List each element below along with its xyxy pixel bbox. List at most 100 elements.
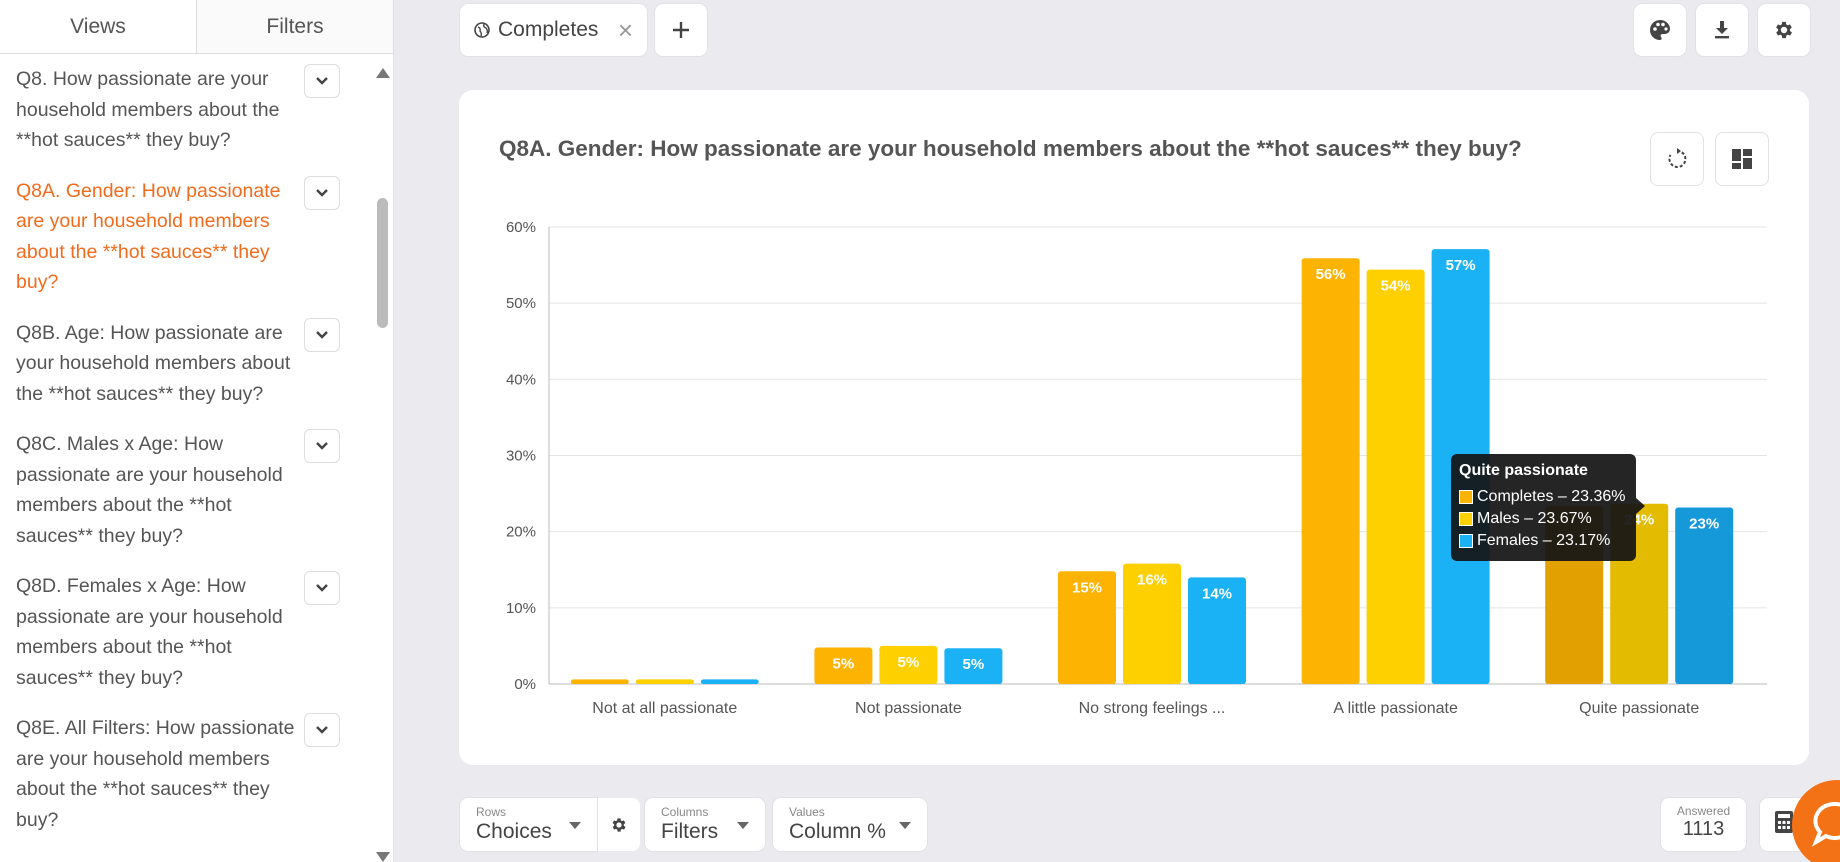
x-tick-label: Not passionate xyxy=(855,700,962,717)
question-item[interactable]: Q8D. Females x Age: How passionate are y… xyxy=(0,561,368,703)
tooltip-row-label: Completes – 23.36% xyxy=(1477,488,1626,505)
tooltip-row-males: Males – 23.67% xyxy=(1459,508,1628,530)
dashboard-icon xyxy=(1732,149,1752,169)
download-button[interactable] xyxy=(1696,4,1748,56)
question-expand-button[interactable] xyxy=(304,713,340,747)
chat-launcher-button[interactable] xyxy=(1792,780,1840,862)
tooltip-row-completes: Completes – 23.36% xyxy=(1459,486,1628,508)
legend-swatch-males xyxy=(1459,512,1473,526)
sidebar: Views Filters Q8. How passionate are you… xyxy=(0,0,394,862)
chevron-down-icon xyxy=(316,330,328,339)
values-select[interactable]: Values Column % xyxy=(773,798,927,851)
globe-icon xyxy=(474,22,490,38)
refresh-icon xyxy=(1668,148,1687,168)
question-expand-button[interactable] xyxy=(304,175,340,210)
tab-views[interactable]: Views xyxy=(0,0,197,53)
bar-completes xyxy=(1058,571,1116,684)
tooltip-row-females: Females – 23.17% xyxy=(1459,530,1628,552)
calculator-icon xyxy=(1775,811,1793,833)
rows-select[interactable]: Rows Choices xyxy=(460,798,597,851)
x-tick-label: Not at all passionate xyxy=(592,700,737,717)
bar-females xyxy=(944,648,1003,684)
data-label: 5% xyxy=(963,656,985,673)
answered-count: Answered 1113 xyxy=(1661,798,1746,851)
question-expand-button[interactable] xyxy=(304,429,340,463)
chevron-down-icon xyxy=(899,822,911,829)
chart-title: Q8A. Gender: How passionate are your hou… xyxy=(499,136,1522,161)
y-tick-label: 20% xyxy=(506,524,536,541)
y-tick-label: 50% xyxy=(506,295,536,312)
y-tick-label: 10% xyxy=(506,600,536,617)
rows-select-value: Choices xyxy=(476,820,552,843)
question-text: Q8C. Males x Age: How passionate are you… xyxy=(16,433,283,547)
tab-filters[interactable]: Filters xyxy=(197,0,393,53)
refresh-button[interactable] xyxy=(1650,132,1704,186)
x-tick-label: No strong feelings ... xyxy=(1079,700,1226,717)
bar-males xyxy=(635,679,694,684)
layout-button[interactable] xyxy=(1715,132,1769,186)
data-label: 56% xyxy=(1316,266,1346,283)
y-tick-label: 30% xyxy=(506,448,536,465)
question-item[interactable]: Q8C. Males x Age: How passionate are you… xyxy=(0,419,368,561)
question-text: Q8B. Age: How passionate are your househ… xyxy=(16,321,291,405)
legend-swatch-females xyxy=(1459,534,1473,548)
data-label: 23% xyxy=(1689,516,1719,533)
palette-icon xyxy=(1650,20,1670,40)
chart-card: Q8A. Gender: How passionate are your hou… xyxy=(459,90,1809,765)
question-text: Q8D. Females x Age: How passionate are y… xyxy=(16,575,283,689)
question-expand-button[interactable] xyxy=(304,571,340,605)
question-item[interactable]: Q8B. Age: How passionate are your househ… xyxy=(0,308,368,420)
bar-males xyxy=(1123,563,1181,684)
question-item[interactable]: Q8E. All Filters: How passionate are you… xyxy=(0,703,368,845)
bar-completes xyxy=(1301,258,1360,684)
x-tick-label: A little passionate xyxy=(1333,700,1458,717)
question-expand-button[interactable] xyxy=(304,64,340,98)
palette-button[interactable] xyxy=(1634,4,1686,56)
add-filter-button[interactable] xyxy=(655,4,707,56)
bar-chart: 0% 10% 20% 30% 40% 50% 60% Not at all passionat… xyxy=(506,219,1767,717)
rows-settings-button[interactable] xyxy=(597,798,640,851)
chevron-down-icon xyxy=(316,77,328,85)
filter-chip-label: Completes xyxy=(498,18,599,41)
columns-select[interactable]: Columns Filters xyxy=(645,798,765,851)
chevron-down-icon xyxy=(569,822,581,829)
close-icon[interactable]: × xyxy=(617,15,633,45)
settings-button[interactable] xyxy=(1758,4,1810,56)
data-label: 5% xyxy=(898,654,920,671)
y-tick-label: 40% xyxy=(506,371,536,388)
sidebar-scrollbar[interactable] xyxy=(375,62,390,862)
question-item[interactable]: Q8A. Gender: How passionate are your hou… xyxy=(0,166,368,308)
values-select-value: Column % xyxy=(789,820,886,843)
tooltip-row-label: Males – 23.67% xyxy=(1477,510,1592,527)
question-text: Q8. How passionate are your household me… xyxy=(16,68,280,151)
scroll-up-icon[interactable] xyxy=(376,68,390,78)
x-tick-label: Quite passionate xyxy=(1579,700,1699,717)
question-list: Q8. How passionate are your household me… xyxy=(0,54,368,862)
answered-value: 1113 xyxy=(1682,818,1725,840)
question-item[interactable]: Q8. How passionate are your household me… xyxy=(0,54,368,166)
data-label: 54% xyxy=(1381,278,1411,295)
chat-bubble-icon xyxy=(1811,801,1840,847)
chart-tooltip: Quite passionate Completes – 23.36% Male… xyxy=(1451,454,1645,561)
y-tick-label: 60% xyxy=(506,219,536,236)
question-expand-button[interactable] xyxy=(304,317,340,352)
data-label: 14% xyxy=(1202,585,1232,602)
bar-females xyxy=(1675,507,1734,684)
values-select-label: Values xyxy=(789,805,825,819)
answered-label: Answered xyxy=(1676,804,1731,818)
bar-females xyxy=(700,679,759,684)
data-label: 5% xyxy=(833,655,855,672)
data-label: 16% xyxy=(1137,572,1167,589)
question-text: Q8E. All Filters: How passionate are you… xyxy=(16,717,295,831)
gear-icon xyxy=(1776,21,1792,39)
y-tick-label: 0% xyxy=(514,676,536,693)
chevron-down-icon xyxy=(316,188,328,197)
bar-completes xyxy=(570,679,629,684)
bar-males xyxy=(879,645,938,684)
scrollbar-thumb[interactable] xyxy=(377,198,388,328)
bar-males xyxy=(1366,269,1425,684)
columns-select-value: Filters xyxy=(661,820,719,843)
scroll-down-icon[interactable] xyxy=(376,852,390,862)
filter-chip-completes[interactable]: Completes × xyxy=(460,4,647,56)
chevron-down-icon xyxy=(737,822,749,829)
